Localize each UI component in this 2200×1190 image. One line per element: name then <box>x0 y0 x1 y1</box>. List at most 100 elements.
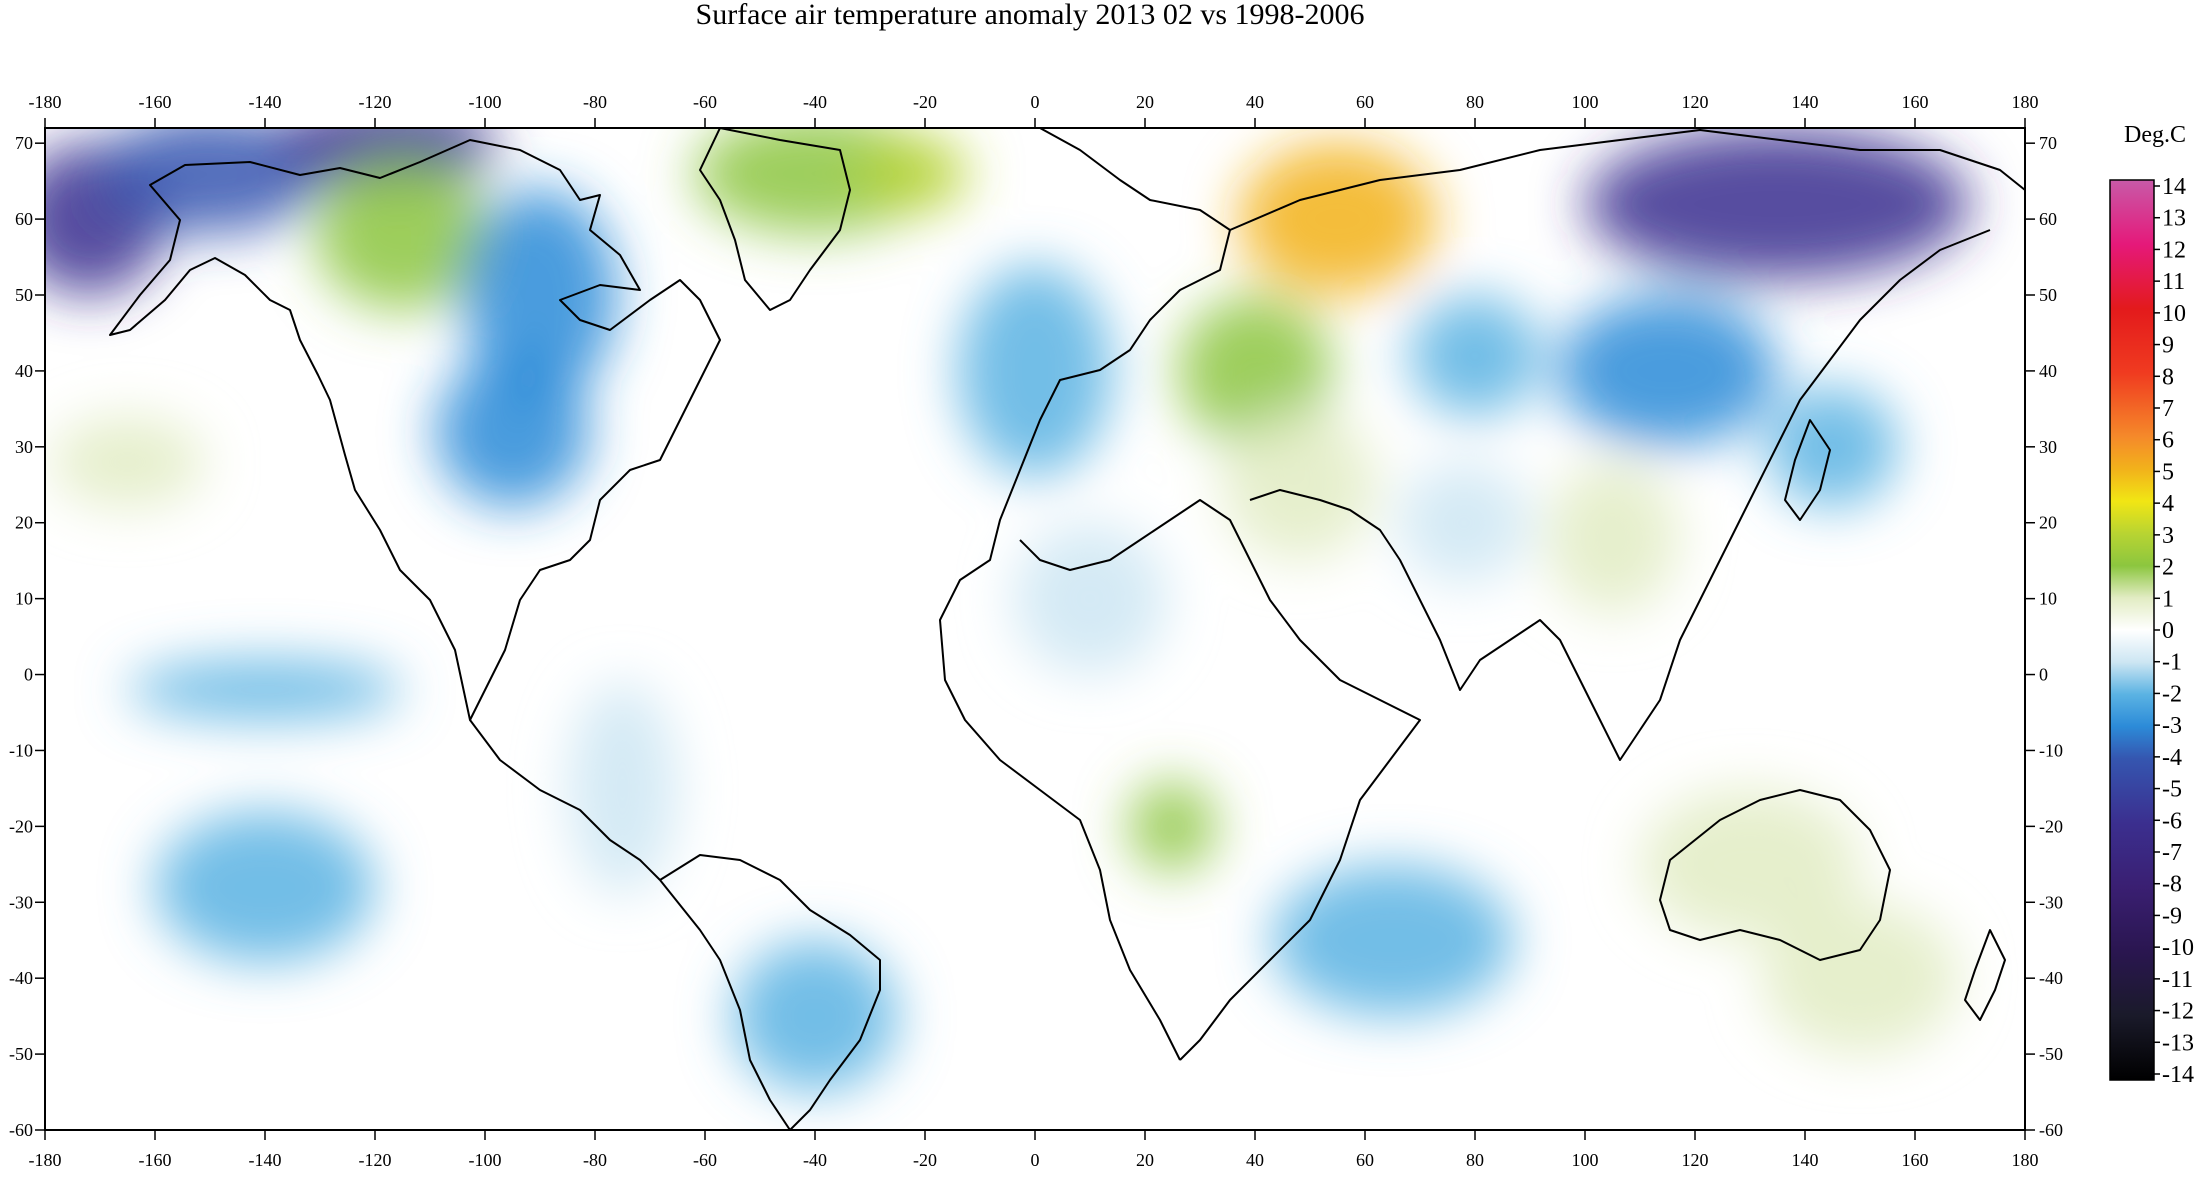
colorbar-tick-label: -3 <box>2162 713 2182 739</box>
lon-label-top: 160 <box>1902 92 1929 112</box>
anomaly-region-south-pacific-cold <box>155 811 375 963</box>
colorbar-tick-label: -12 <box>2162 999 2194 1025</box>
anomaly-region-central-us-cold <box>435 355 590 508</box>
lon-label-top: 80 <box>1466 92 1484 112</box>
lat-label-right: 20 <box>2039 513 2057 533</box>
colorbar-tick-label: -11 <box>2162 967 2193 993</box>
anomaly-region-southern-africa-warm <box>1128 780 1217 872</box>
lat-label-left: -50 <box>9 1044 33 1064</box>
lon-label-top: 100 <box>1572 92 1599 112</box>
colorbar-tick-label: 14 <box>2162 174 2186 200</box>
coast-north-america <box>109 139 721 721</box>
lon-label-top: 40 <box>1246 92 1264 112</box>
colorbar-ramp <box>2109 179 2155 1081</box>
lat-label-left: 0 <box>24 665 33 685</box>
lon-label-top: 20 <box>1136 92 1154 112</box>
lat-label-left: 20 <box>15 513 33 533</box>
anomaly-region-south-pacific-east-warm <box>1761 902 1959 1055</box>
anomaly-region-russia-warm <box>1238 143 1437 295</box>
anomaly-region-black-sea-warm <box>1178 295 1332 447</box>
colorbar-tick-label: 7 <box>2162 396 2174 422</box>
lat-label-left: -20 <box>9 816 33 836</box>
colorbar-tick-label: -14 <box>2162 1062 2194 1088</box>
anomaly-region-north-africa-cold <box>1013 522 1167 675</box>
lat-label-left: 60 <box>15 209 33 229</box>
lon-label-top: 120 <box>1682 92 1709 112</box>
lat-label-right: 10 <box>2039 589 2057 609</box>
lon-label-top: -20 <box>913 92 937 112</box>
lon-label-bottom: -140 <box>249 1150 282 1170</box>
lat-label-right: 70 <box>2039 133 2057 153</box>
lat-label-right: -20 <box>2039 816 2063 836</box>
colorbar-tick-label: 5 <box>2162 459 2174 485</box>
lon-label-bottom: -20 <box>913 1150 937 1170</box>
lat-label-right: 50 <box>2039 285 2057 305</box>
coast-australia <box>1659 789 1891 961</box>
lat-label-right: -10 <box>2039 740 2063 760</box>
colorbar-tick-label: -8 <box>2162 872 2182 898</box>
lon-label-bottom: 0 <box>1031 1150 1040 1170</box>
lat-label-right: -40 <box>2039 968 2063 988</box>
lat-label-right: -50 <box>2039 1044 2063 1064</box>
colorbar-tick-label: 4 <box>2162 491 2174 517</box>
lon-label-top: -100 <box>469 92 502 112</box>
lat-label-left: -40 <box>9 968 33 988</box>
lon-label-bottom: -100 <box>469 1150 502 1170</box>
lat-label-right: 40 <box>2039 361 2057 381</box>
colorbar-tick-label: -1 <box>2162 650 2182 676</box>
lon-label-top: 180 <box>2012 92 2039 112</box>
colorbar-unit-label: Deg.C <box>2124 122 2186 148</box>
lon-label-bottom: -60 <box>693 1150 717 1170</box>
anomaly-region-hudson-bay-cold <box>463 188 617 402</box>
colorbar-tick-label: 9 <box>2162 333 2174 359</box>
lon-label-bottom: -120 <box>359 1150 392 1170</box>
lon-label-top: -180 <box>29 92 62 112</box>
lon-label-bottom: 140 <box>1792 1150 1819 1170</box>
lon-label-bottom: -40 <box>803 1150 827 1170</box>
lon-label-bottom: -180 <box>29 1150 62 1170</box>
coast-europe-africa <box>939 128 1421 1061</box>
lat-label-right: 60 <box>2039 209 2057 229</box>
lon-label-top: 140 <box>1792 92 1819 112</box>
colorbar-tick-label: -7 <box>2162 840 2182 866</box>
coast-new-zealand <box>1964 929 2006 1021</box>
lat-label-left: -10 <box>9 740 33 760</box>
coast-asia <box>1229 129 2025 761</box>
lat-label-right: 30 <box>2039 437 2057 457</box>
colorbar-tick-label: 6 <box>2162 428 2174 454</box>
lat-label-left: 30 <box>15 437 33 457</box>
lon-label-top: 0 <box>1031 92 1040 112</box>
colorbar: Deg.C 14131211109876543210-1-2-3-4-5-6-7… <box>2109 122 2194 1088</box>
colorbar-tick-label: -4 <box>2162 745 2182 771</box>
coast-central-america <box>469 719 661 881</box>
colorbar-tick-label: 12 <box>2162 237 2186 263</box>
lat-label-left: 70 <box>15 133 33 153</box>
colorbar-tick-label: -10 <box>2162 935 2194 961</box>
anomaly-region-hawaii-warm <box>50 416 205 508</box>
anomaly-region-mongolia-cold <box>1557 295 1778 447</box>
lon-label-top: -40 <box>803 92 827 112</box>
anomaly-region-india-cold <box>1398 462 1530 584</box>
lon-label-bottom: 40 <box>1246 1150 1264 1170</box>
colorbar-tick-label: 0 <box>2162 618 2174 644</box>
lat-label-right: -60 <box>2039 1120 2063 1140</box>
map-axes: -180-180-160-160-140-140-120-120-100-100… <box>9 92 2063 1170</box>
lon-label-bottom: 120 <box>1682 1150 1709 1170</box>
colorbar-tick-label: 3 <box>2162 523 2174 549</box>
anomaly-region-alaska-cold <box>100 128 320 235</box>
lon-label-bottom: 20 <box>1136 1150 1154 1170</box>
coastlines <box>109 128 2025 1130</box>
lon-label-top: -80 <box>583 92 607 112</box>
lat-label-right: 0 <box>2039 665 2048 685</box>
lon-label-bottom: 180 <box>2012 1150 2039 1170</box>
lon-label-bottom: 80 <box>1466 1150 1484 1170</box>
colorbar-tick-label: -2 <box>2162 681 2182 707</box>
lon-label-top: -60 <box>693 92 717 112</box>
lon-label-bottom: -160 <box>139 1150 172 1170</box>
colorbar-tick-label: 11 <box>2162 269 2185 295</box>
lat-label-left: -60 <box>9 1120 33 1140</box>
colorbar-tick-label: -13 <box>2162 1030 2194 1056</box>
colorbar-tick-label: 1 <box>2162 586 2174 612</box>
